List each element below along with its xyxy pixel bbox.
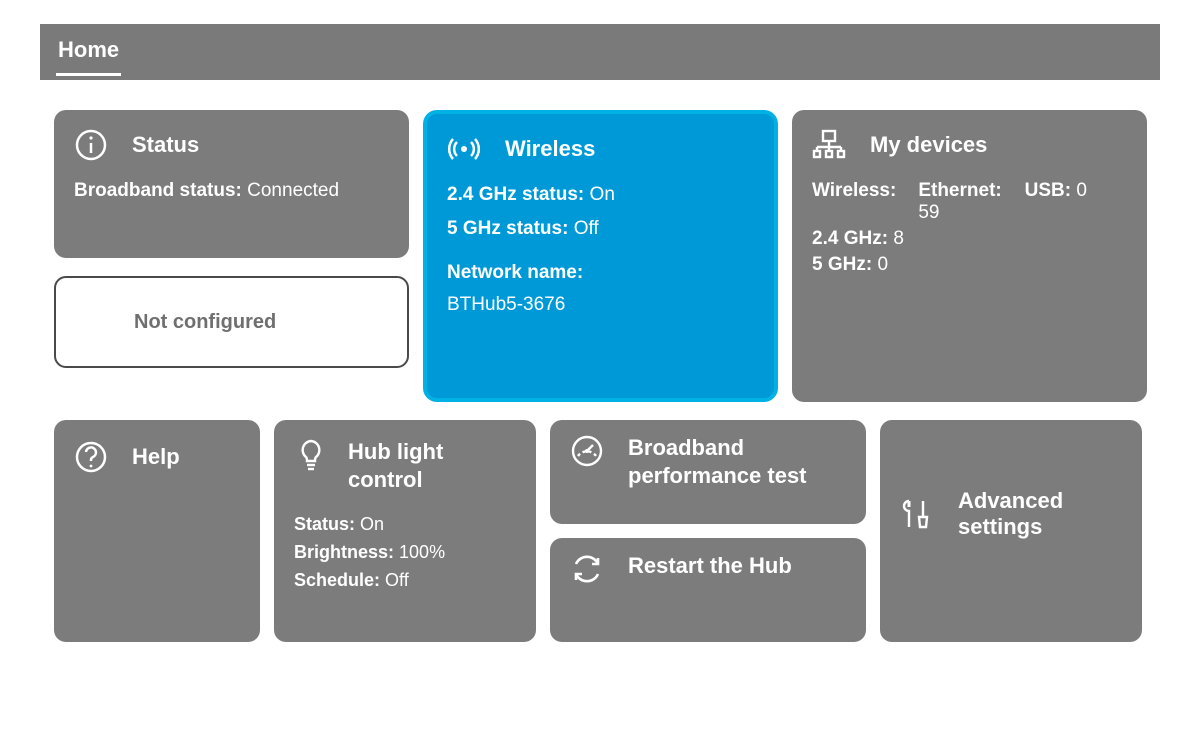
network-name-label: Network name: bbox=[447, 262, 583, 283]
help-icon bbox=[74, 440, 108, 474]
card-help[interactable]: Help bbox=[54, 420, 260, 642]
light-brightness-label: Brightness: bbox=[294, 542, 394, 562]
broadband-status-label: Broadband status: bbox=[74, 180, 242, 201]
phone-status-text: Not configured bbox=[134, 311, 276, 334]
perf-title: Broadband performance test bbox=[628, 434, 846, 489]
phone-icon bbox=[76, 305, 110, 339]
devices-ethernet-value: 59 bbox=[918, 202, 939, 223]
gauge-icon bbox=[570, 434, 604, 468]
devices-usb-label: USB: bbox=[1025, 180, 1071, 201]
devices-usb-value: 0 bbox=[1076, 180, 1087, 201]
tools-icon bbox=[900, 497, 934, 531]
light-schedule-value: Off bbox=[385, 570, 409, 590]
wifi-5-value: Off bbox=[574, 218, 599, 239]
card-status[interactable]: Status Broadband status: Connected bbox=[54, 110, 409, 258]
wireless-icon bbox=[447, 132, 481, 166]
wireless-title: Wireless bbox=[505, 136, 595, 162]
devices-wireless-label: Wireless: bbox=[812, 180, 896, 201]
card-my-devices[interactable]: My devices Wireless: Ethernet: 59 USB: 0… bbox=[792, 110, 1147, 402]
wifi-24-value: On bbox=[590, 184, 615, 205]
tab-home[interactable]: Home bbox=[56, 29, 121, 76]
devices-title: My devices bbox=[870, 132, 987, 158]
status-title: Status bbox=[132, 132, 199, 158]
card-hub-light[interactable]: Hub light control Status: On Brightness:… bbox=[274, 420, 536, 642]
devices-24-value: 8 bbox=[893, 228, 904, 249]
light-title: Hub light control bbox=[348, 438, 516, 493]
info-icon bbox=[74, 128, 108, 162]
top-nav-bar: Home bbox=[40, 24, 1160, 80]
devices-icon bbox=[812, 128, 846, 162]
light-brightness-value: 100% bbox=[399, 542, 445, 562]
card-phone[interactable]: Not configured bbox=[54, 276, 409, 368]
restart-title: Restart the Hub bbox=[628, 552, 792, 580]
wifi-24-label: 2.4 GHz status: bbox=[447, 184, 584, 205]
devices-ethernet-label: Ethernet: bbox=[918, 180, 1001, 201]
adv-title: Advanced settings bbox=[958, 488, 1122, 540]
bulb-icon bbox=[294, 438, 328, 472]
devices-5-label: 5 GHz: bbox=[812, 254, 872, 275]
network-name-value: BTHub5-3676 bbox=[447, 294, 565, 315]
light-status-label: Status: bbox=[294, 514, 355, 534]
devices-24-label: 2.4 GHz: bbox=[812, 228, 888, 249]
restart-icon bbox=[570, 552, 604, 586]
broadband-status-value: Connected bbox=[247, 180, 339, 201]
wifi-5-label: 5 GHz status: bbox=[447, 218, 568, 239]
card-restart-hub[interactable]: Restart the Hub bbox=[550, 538, 866, 642]
card-advanced-settings[interactable]: Advanced settings bbox=[880, 420, 1142, 642]
light-schedule-label: Schedule: bbox=[294, 570, 380, 590]
light-status-value: On bbox=[360, 514, 384, 534]
card-broadband-performance[interactable]: Broadband performance test bbox=[550, 420, 866, 524]
card-wireless[interactable]: Wireless 2.4 GHz status: On 5 GHz status… bbox=[423, 110, 778, 402]
help-title: Help bbox=[132, 444, 180, 470]
devices-5-value: 0 bbox=[877, 254, 888, 275]
